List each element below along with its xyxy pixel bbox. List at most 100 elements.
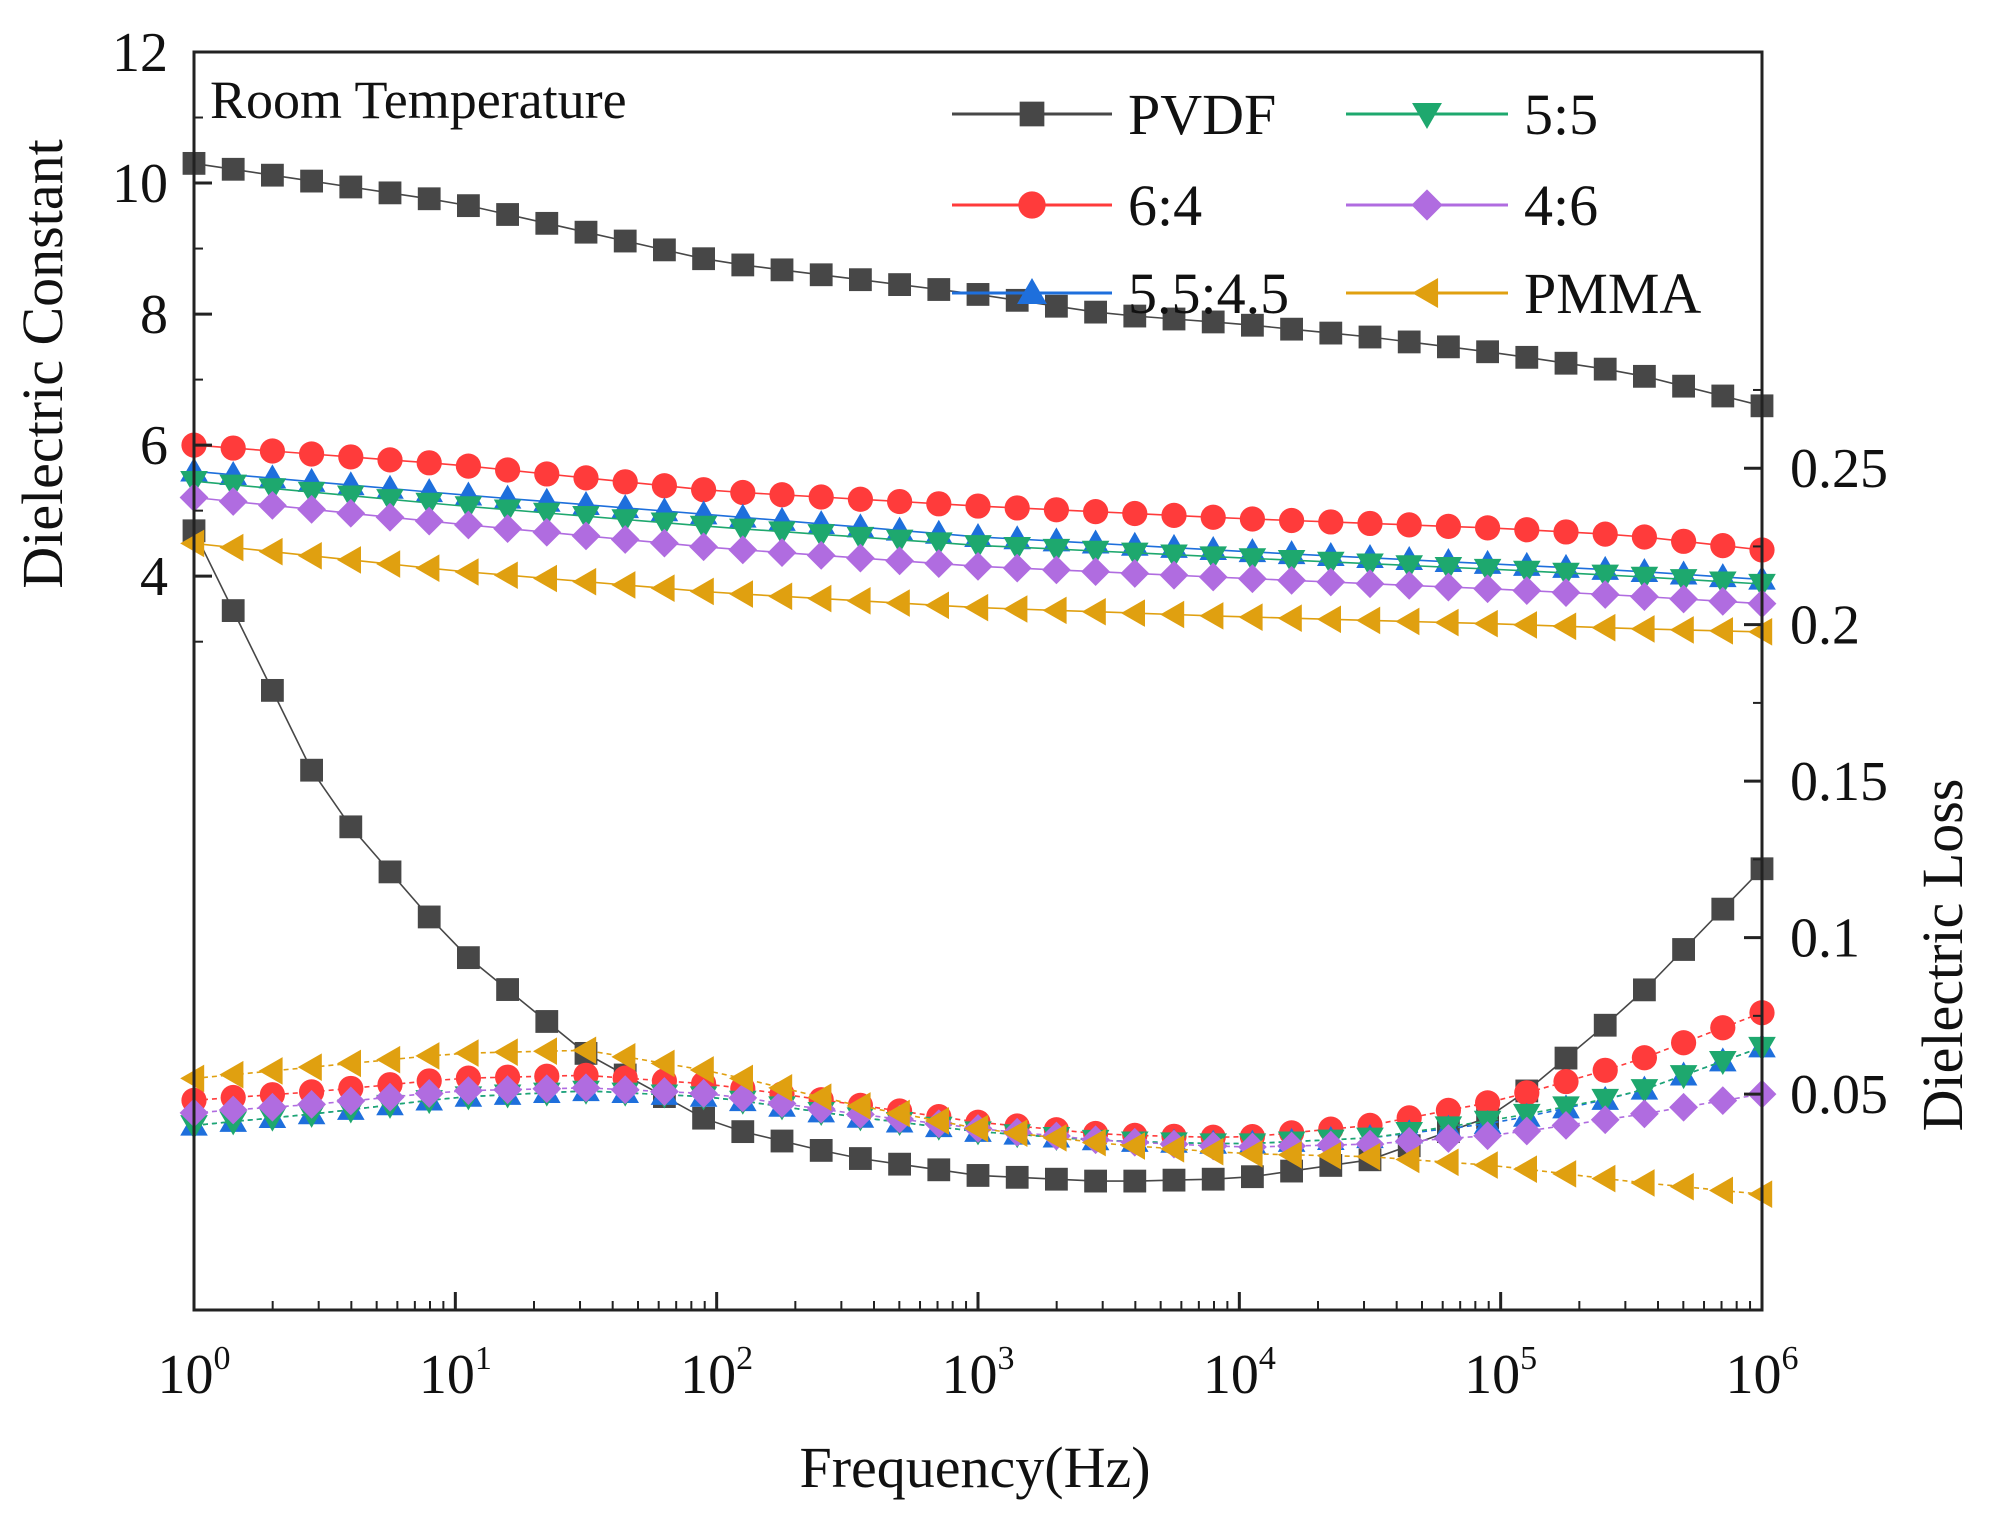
legend-entry-pvdf: PVDF (952, 82, 1276, 147)
data-point (1200, 504, 1226, 530)
data-point (1552, 612, 1577, 641)
legend-label: PVDF (1128, 82, 1276, 147)
y-right-tick-label: 0.15 (1790, 751, 1888, 813)
data-point (1473, 609, 1498, 638)
data-point (339, 175, 363, 199)
data-point (574, 220, 598, 244)
data-point (220, 435, 246, 461)
y-left-tick-label: 12 (112, 22, 168, 84)
data-point (1004, 495, 1030, 521)
data-point (1199, 1137, 1224, 1166)
data-point (1514, 1080, 1540, 1106)
data-point (925, 532, 953, 557)
data-point (1277, 604, 1302, 633)
x-tick-label: 103 (942, 1340, 1015, 1406)
data-point (493, 1075, 522, 1105)
legend-marker (1017, 278, 1047, 305)
data-point (806, 1094, 836, 1124)
data-point (496, 978, 519, 1001)
data-point (1434, 1148, 1459, 1177)
data-point (1633, 978, 1656, 1002)
y-right-tick-label: 0.1 (1790, 908, 1860, 970)
data-point (885, 546, 914, 576)
data-point (573, 465, 599, 491)
data-point (885, 1099, 910, 1128)
y-axis-title-left: Dielectric Constant (10, 139, 75, 588)
data-point (692, 1106, 715, 1130)
data-point (261, 163, 284, 187)
data-point (1514, 517, 1540, 543)
data-point (454, 1076, 483, 1106)
data-point (885, 589, 910, 617)
legend-entry-6-4: 6:4 (952, 173, 1202, 238)
data-point (1590, 1105, 1620, 1135)
data-point (847, 486, 874, 512)
data-point (1633, 364, 1656, 388)
data-point (1475, 1090, 1501, 1116)
legend-marker (1411, 189, 1443, 221)
data-point (1395, 555, 1423, 580)
data-point (1554, 1046, 1578, 1070)
data-point (1551, 578, 1581, 607)
data-point (1239, 506, 1265, 532)
data-point (1042, 596, 1067, 625)
data-point (650, 528, 679, 558)
data-point (219, 533, 244, 562)
legend-label: 5.5:4.5 (1128, 261, 1289, 326)
data-point (337, 1049, 361, 1078)
x-axis-title: Frequency(Hz) (799, 1435, 1150, 1500)
series-line (193, 1046, 1763, 1145)
data-point (1513, 611, 1537, 639)
data-point (1475, 515, 1501, 541)
data-point (689, 1079, 718, 1108)
data-point (219, 1060, 244, 1089)
data-point (846, 1100, 875, 1129)
legend-marker (1412, 102, 1442, 129)
y-left-tick-label: 10 (112, 153, 168, 215)
data-point (1238, 548, 1267, 573)
legend-label: 5:5 (1524, 82, 1598, 147)
data-point (846, 587, 871, 615)
data-point (1199, 546, 1227, 571)
data-point (1045, 1167, 1068, 1191)
data-point (651, 473, 678, 499)
data-point (300, 169, 323, 193)
data-point (1356, 1142, 1381, 1171)
data-point (689, 1056, 714, 1084)
data-point (1238, 1140, 1263, 1168)
data-point (966, 1164, 990, 1187)
data-point (297, 1090, 326, 1119)
data-point (1043, 497, 1069, 523)
data-point (1003, 595, 1028, 623)
x-tick-base: 10 (680, 1344, 736, 1406)
data-point (1120, 559, 1150, 588)
data-point (846, 543, 875, 573)
data-point (1513, 1155, 1537, 1183)
data-point (1669, 616, 1694, 644)
data-point (692, 247, 715, 271)
data-point (1162, 307, 1186, 331)
y-right-tick-label: 0.05 (1790, 1064, 1888, 1126)
data-point (493, 1038, 518, 1066)
data-point (414, 1079, 444, 1108)
data-point (1161, 502, 1187, 528)
x-tick-exponent: 4 (1259, 1340, 1276, 1377)
data-point (496, 203, 519, 226)
data-point (1396, 512, 1422, 538)
data-point (888, 1152, 911, 1176)
data-point (1318, 509, 1344, 535)
data-point (376, 489, 404, 514)
data-point (807, 524, 835, 549)
data-point (650, 1049, 675, 1078)
data-point (610, 1075, 640, 1105)
data-point (1592, 1057, 1618, 1083)
data-point (1394, 570, 1424, 600)
data-point (1710, 1015, 1736, 1041)
data-point (1553, 519, 1579, 545)
data-point (689, 532, 718, 562)
legend-entry-4-6: 4:6 (1346, 173, 1598, 238)
data-point (1123, 1169, 1147, 1193)
data-point (1552, 1096, 1580, 1121)
series-4-6-constant (179, 483, 1777, 619)
data-point (1122, 500, 1148, 527)
